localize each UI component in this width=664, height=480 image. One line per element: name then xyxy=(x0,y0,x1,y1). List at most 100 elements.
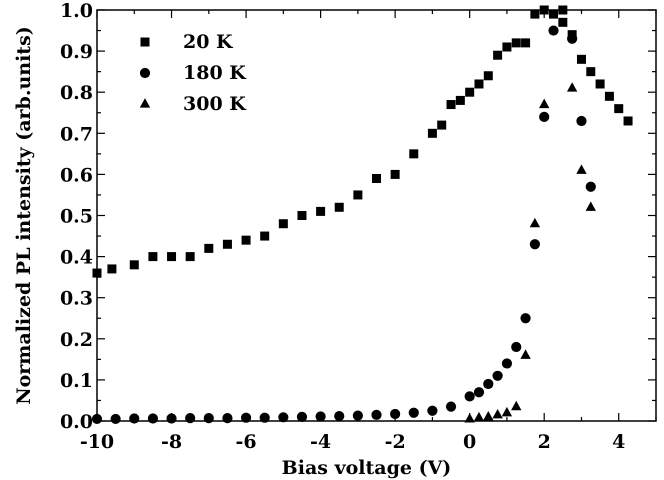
data-point-circle xyxy=(278,412,289,423)
data-point-circle xyxy=(408,407,419,418)
data-point-circle xyxy=(427,405,438,416)
y-tick-label: 0.7 xyxy=(60,123,93,145)
data-point-circle xyxy=(539,111,550,122)
data-point-square xyxy=(297,211,307,220)
data-point-circle xyxy=(483,378,494,390)
data-points xyxy=(91,5,633,425)
data-point-circle xyxy=(567,33,578,44)
series-square xyxy=(92,5,633,278)
data-point-square xyxy=(455,95,465,105)
data-point-circle xyxy=(334,410,345,422)
data-point-square xyxy=(372,174,381,184)
data-point-square xyxy=(502,42,512,52)
data-point-circle xyxy=(240,412,252,423)
plot-frame xyxy=(96,9,657,422)
data-point-circle xyxy=(548,25,559,36)
data-point-square xyxy=(278,219,288,229)
data-point-triangle xyxy=(511,400,522,411)
data-point-circle xyxy=(529,239,540,250)
legend-marker-circle xyxy=(139,67,151,79)
data-point-circle xyxy=(352,410,363,421)
data-point-circle xyxy=(492,370,503,381)
y-tick-label: 0.3 xyxy=(60,288,93,310)
data-point-circle xyxy=(259,412,270,423)
data-point-circle xyxy=(585,181,596,192)
data-point-circle xyxy=(520,313,531,324)
plot-frame-rect xyxy=(96,9,657,422)
y-tick-label: 0.8 xyxy=(60,82,93,104)
y-tick-label: 0.4 xyxy=(60,247,93,269)
series-triangle xyxy=(464,82,596,423)
data-point-square xyxy=(576,54,586,64)
data-point-triangle xyxy=(501,406,513,417)
y-axis: 0.0 0.1 0.2 0.3 0.4 0.5 0.6 0.7 0.8 0.9 1.0 xyxy=(60,0,656,433)
data-point-triangle xyxy=(492,408,503,419)
data-point-square xyxy=(316,206,326,216)
data-point-square xyxy=(260,231,270,241)
data-point-square xyxy=(521,38,531,48)
data-point-circle xyxy=(390,408,401,420)
data-point-triangle xyxy=(585,201,596,211)
data-point-square xyxy=(129,260,139,270)
data-point-triangle xyxy=(539,98,550,109)
data-point-square xyxy=(353,190,363,200)
x-tick-label: -10 xyxy=(80,431,114,453)
data-point-square xyxy=(483,71,493,81)
data-point-circle xyxy=(129,413,140,424)
legend-marker-square xyxy=(140,37,150,47)
data-point-circle xyxy=(166,413,177,424)
y-tick-label: 0.5 xyxy=(60,206,93,228)
x-tick-label: 4 xyxy=(612,431,625,453)
data-point-square xyxy=(539,5,549,15)
x-tick-label: -8 xyxy=(161,431,182,453)
data-point-square xyxy=(390,169,400,179)
data-point-circle xyxy=(222,413,233,424)
x-axis: -10 -8 -6 -4 -2 0 2 4 xyxy=(80,10,657,453)
x-tick-label: -6 xyxy=(236,431,257,453)
data-point-square xyxy=(185,252,195,262)
data-point-circle xyxy=(203,413,214,424)
data-point-square xyxy=(222,239,232,249)
data-point-circle xyxy=(371,409,382,420)
data-point-triangle xyxy=(483,411,494,421)
y-tick-label: 0.9 xyxy=(60,41,93,63)
data-point-circle xyxy=(473,387,485,398)
data-point-square xyxy=(493,50,503,60)
data-point-square xyxy=(204,243,214,253)
data-point-square xyxy=(446,100,456,110)
data-point-triangle xyxy=(520,349,531,359)
data-point-triangle xyxy=(576,164,587,174)
y-tick-label: 0.1 xyxy=(60,370,93,392)
legend-label: 20 K xyxy=(183,31,234,53)
data-point-square xyxy=(558,5,568,15)
data-point-square xyxy=(437,120,447,130)
series-circle xyxy=(91,25,596,425)
legend: 20 K 180 K 300 K xyxy=(139,31,247,115)
x-axis-title: Bias voltage (V) xyxy=(282,457,452,479)
y-tick-label: 0.0 xyxy=(60,411,93,433)
data-point-triangle xyxy=(473,411,485,422)
data-point-square xyxy=(623,116,633,126)
x-tick-label: -2 xyxy=(385,431,406,453)
data-point-triangle xyxy=(529,217,541,228)
data-point-square xyxy=(107,264,117,274)
data-point-square xyxy=(92,268,102,278)
data-point-square xyxy=(241,235,251,245)
data-point-circle xyxy=(110,413,121,425)
data-point-circle xyxy=(576,115,587,127)
data-point-circle xyxy=(511,341,522,353)
data-point-circle xyxy=(315,411,326,422)
data-point-circle xyxy=(147,413,158,424)
data-point-square xyxy=(334,202,344,212)
data-point-square xyxy=(409,149,419,159)
data-point-square xyxy=(549,9,559,19)
data-point-circle xyxy=(185,413,196,424)
legend-label: 180 K xyxy=(183,62,247,84)
data-point-triangle xyxy=(464,413,475,423)
x-tick-label: -4 xyxy=(310,431,331,453)
data-point-circle xyxy=(91,413,103,425)
data-point-circle xyxy=(501,358,513,369)
x-tick-label: 0 xyxy=(463,431,476,453)
data-point-square xyxy=(148,252,158,262)
